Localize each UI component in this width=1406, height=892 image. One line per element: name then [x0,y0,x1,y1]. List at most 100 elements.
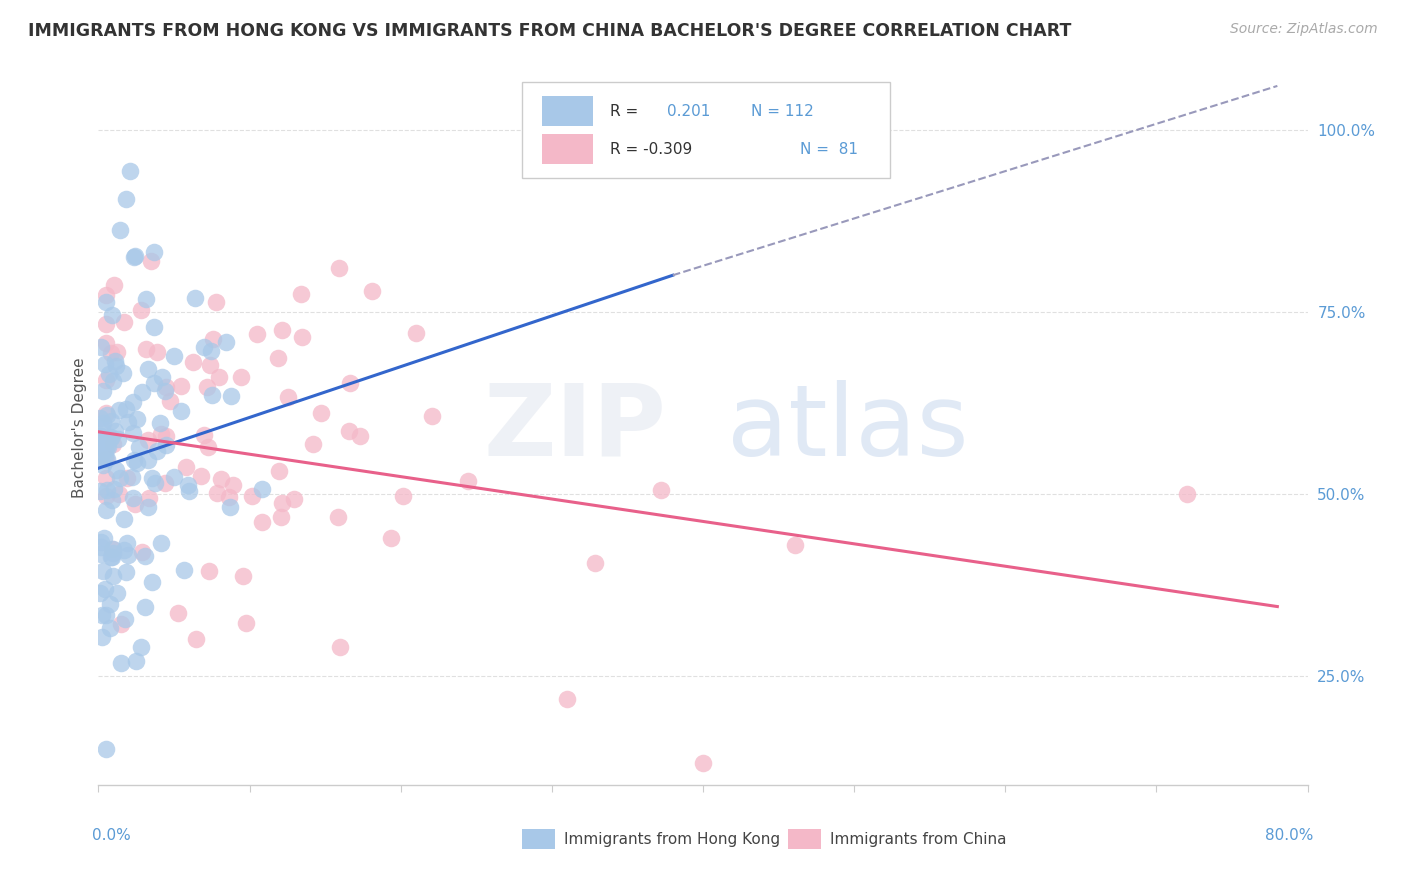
Point [583,557,606,571]
Point [90,547,112,561]
Point [94,503,117,517]
Point [115,565,138,579]
Point [94,442,117,457]
Point [101,568,124,582]
Point [101,550,124,565]
Point [105,585,128,599]
Point [94,335,117,350]
Point [143,245,166,260]
Point [131,302,153,317]
Point [122,250,145,264]
Point [270,496,292,510]
Point [100,550,122,565]
Point [122,491,145,505]
Point [89,450,111,465]
Point [337,424,360,438]
Point [195,379,218,393]
Point [97,440,120,454]
Point [98,621,121,635]
Point [94,451,117,466]
Point [100,346,122,360]
Text: ZIP: ZIP [484,380,666,476]
Point [218,490,240,504]
Point [96,409,118,423]
Point [219,389,242,403]
Point [94,373,117,387]
Point [91,384,114,399]
Point [143,320,166,334]
Point [326,509,349,524]
Point [124,498,146,512]
Point [198,359,221,373]
Text: R =: R = [610,103,638,119]
Point [1175,486,1198,500]
Point [89,433,111,447]
Point [291,330,314,344]
Point [457,474,479,488]
Point [162,349,184,363]
Text: Immigrants from China: Immigrants from China [830,831,1007,847]
Point [108,471,131,485]
Point [103,374,125,388]
Point [121,470,143,484]
Point [89,586,111,600]
Point [650,483,672,498]
Point [93,441,115,455]
Point [103,437,125,451]
Point [405,326,427,340]
Text: 0.201: 0.201 [666,103,710,119]
Point [209,472,232,486]
Point [143,476,166,491]
Point [115,536,138,550]
Point [153,475,176,490]
Point [115,471,138,485]
Point [125,654,148,668]
Point [235,615,257,630]
Point [94,357,117,371]
Point [101,546,124,560]
Point [110,617,132,632]
Point [246,327,269,342]
Point [110,222,132,236]
Point [146,345,169,359]
Point [100,431,122,445]
Point [112,314,135,328]
Point [134,549,156,563]
Point [105,345,128,359]
Point [104,463,127,477]
Point [177,478,200,492]
Point [90,534,112,549]
Bar [543,96,593,127]
Point [104,424,127,438]
Point [103,278,125,293]
Point [149,416,172,430]
Point [136,361,159,376]
Point [117,415,139,429]
Point [141,471,163,485]
Point [112,512,135,526]
Point [136,452,159,467]
Point [125,412,148,426]
Point [139,253,162,268]
Bar [522,830,555,849]
Point [110,656,132,670]
Point [349,429,371,443]
Point [100,597,122,611]
Point [134,600,156,615]
Text: Immigrants from Hong Kong: Immigrants from Hong Kong [564,831,780,847]
Point [107,432,129,446]
Bar [543,134,593,164]
Point [90,429,112,443]
Point [94,741,117,756]
Point [90,340,112,354]
Point [131,544,153,558]
Point [267,351,290,365]
Point [124,248,146,262]
Point [270,510,292,524]
Point [150,370,173,384]
Point [90,630,112,644]
Point [128,440,150,454]
Point [122,453,145,467]
Point [380,531,402,545]
Text: N =  81: N = 81 [800,142,858,157]
